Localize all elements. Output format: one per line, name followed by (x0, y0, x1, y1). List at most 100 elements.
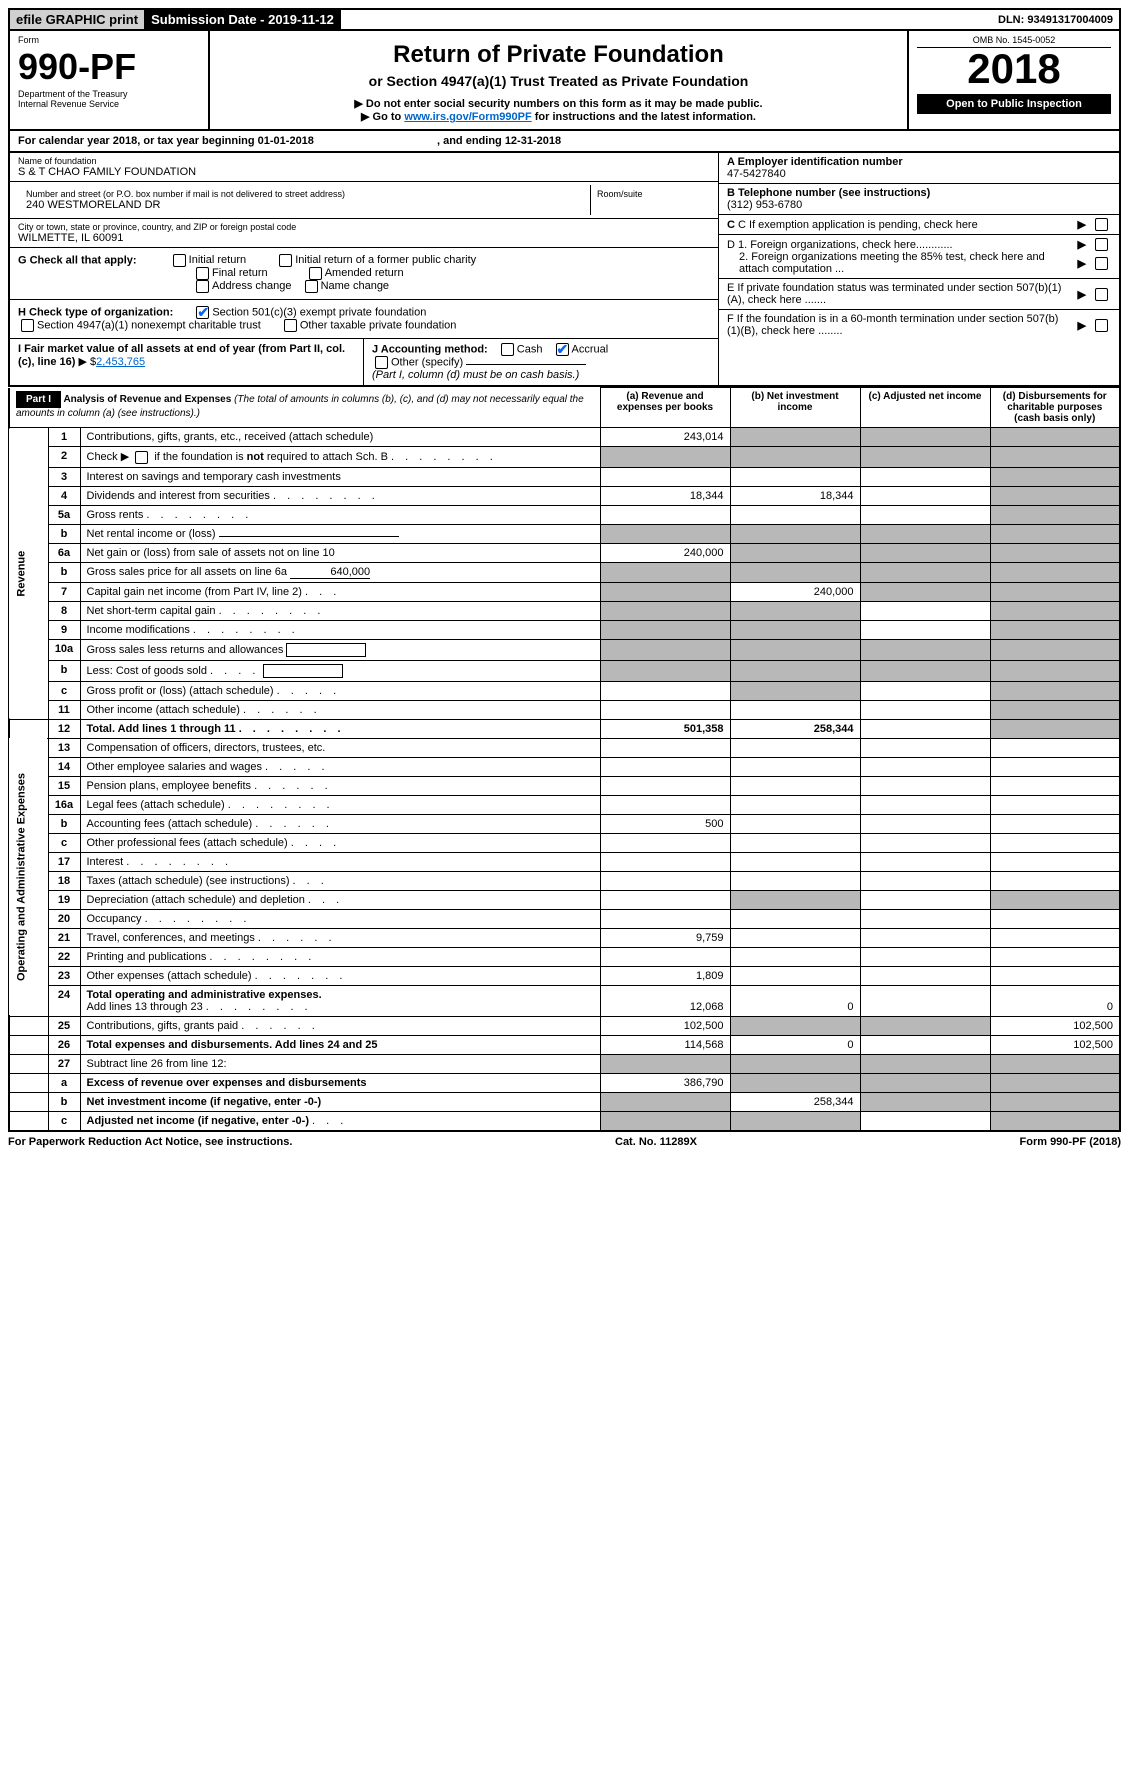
table-row: bLess: Cost of goods sold . . . . (9, 660, 1120, 681)
form-header: Form 990-PF Department of the Treasury I… (8, 31, 1121, 131)
accrual-checkbox[interactable] (556, 343, 569, 356)
h-label: H Check type of organization: (18, 306, 173, 318)
line-desc: Adjusted net income (if negative, enter … (80, 1111, 600, 1131)
amt-d: 102,500 (990, 1035, 1120, 1054)
line-no: 21 (48, 928, 80, 947)
fmv-value[interactable]: 2,453,765 (96, 356, 145, 368)
cash-checkbox[interactable] (501, 343, 514, 356)
amt-b: 0 (730, 1035, 860, 1054)
line-desc: Total expenses and disbursements. Add li… (80, 1035, 600, 1054)
irs: Internal Revenue Service (18, 99, 200, 109)
line-no: 7 (48, 582, 80, 601)
header-mid: Return of Private Foundation or Section … (210, 31, 909, 129)
table-row: aExcess of revenue over expenses and dis… (9, 1073, 1120, 1092)
dots-icon: . . . . . . . . (193, 624, 299, 636)
amt-a: 1,809 (600, 966, 730, 985)
identity-right: A Employer identification number 47-5427… (719, 153, 1119, 385)
initial-return-checkbox[interactable] (173, 254, 186, 267)
calendar-year-row: For calendar year 2018, or tax year begi… (8, 131, 1121, 153)
j-note: (Part I, column (d) must be on cash basi… (372, 369, 579, 381)
col-a-header: (a) Revenue and expenses per books (600, 388, 730, 428)
amended-checkbox[interactable] (309, 267, 322, 280)
table-row: 8Net short-term capital gain . . . . . .… (9, 601, 1120, 620)
501c3-checkbox[interactable] (196, 306, 209, 319)
other-taxable-checkbox[interactable] (284, 319, 297, 332)
part1-title: Analysis of Revenue and Expenses (63, 394, 231, 405)
amt-a: 102,500 (600, 1016, 730, 1035)
line-no: b (48, 1092, 80, 1111)
amt-d (990, 428, 1120, 447)
j-accrual: Accrual (572, 343, 609, 355)
other-method-checkbox[interactable] (375, 356, 388, 369)
c-checkbox[interactable] (1095, 218, 1108, 231)
line-no: b (48, 660, 80, 681)
line-desc: Income modifications . . . . . . . . (80, 620, 600, 639)
address-change-checkbox[interactable] (196, 280, 209, 293)
h-opt-other: Other taxable private foundation (300, 319, 457, 331)
cal-end: , and ending 12-31-2018 (437, 135, 561, 147)
phone-label: B Telephone number (see instructions) (727, 187, 930, 199)
table-row: 18Taxes (attach schedule) (see instructi… (9, 871, 1120, 890)
4947-checkbox[interactable] (21, 319, 34, 332)
line-desc: Dividends and interest from securities .… (80, 486, 600, 505)
col-d-header: (d) Disbursements for charitable purpose… (990, 388, 1120, 428)
table-row: 5aGross rents . . . . . . . . (9, 505, 1120, 524)
dots-icon: . . . . . . . . (146, 509, 252, 521)
col-c-header: (c) Adjusted net income (860, 388, 990, 428)
ein: 47-5427840 (727, 168, 786, 180)
table-row: 14Other employee salaries and wages . . … (9, 757, 1120, 776)
table-row: 26Total expenses and disbursements. Add … (9, 1035, 1120, 1054)
amt-b: 0 (730, 985, 860, 1016)
l2-bold: not (247, 451, 264, 463)
street-address: 240 WESTMORELAND DR (26, 199, 582, 211)
amt-b: 240,000 (730, 582, 860, 601)
table-row: cOther professional fees (attach schedul… (9, 833, 1120, 852)
efile-button[interactable]: efile GRAPHIC print (10, 10, 145, 29)
dots-icon: . . . . . . . . (126, 856, 232, 868)
table-row: 16aLegal fees (attach schedule) . . . . … (9, 795, 1120, 814)
line-no: 12 (48, 719, 80, 738)
table-row: 3Interest on savings and temporary cash … (9, 467, 1120, 486)
amt-b: 18,344 (730, 486, 860, 505)
e-checkbox[interactable] (1095, 288, 1108, 301)
line-desc: Printing and publications . . . . . . . … (80, 947, 600, 966)
line-no: c (48, 681, 80, 700)
line-no: 10a (48, 639, 80, 660)
dots-icon: . . . . . . . . (206, 1001, 312, 1013)
irs-link[interactable]: www.irs.gov/Form990PF (404, 111, 531, 123)
col-b-header: (b) Net investment income (730, 388, 860, 428)
line-no: 17 (48, 852, 80, 871)
g-opt-address: Address change (212, 280, 292, 292)
table-row: cAdjusted net income (if negative, enter… (9, 1111, 1120, 1131)
line-desc: Taxes (attach schedule) (see instruction… (80, 871, 600, 890)
line-no: 3 (48, 467, 80, 486)
line-no: 24 (48, 985, 80, 1016)
foundation-name: S & T CHAO FAMILY FOUNDATION (18, 166, 710, 178)
line-desc: Legal fees (attach schedule) . . . . . .… (80, 795, 600, 814)
d2-checkbox[interactable] (1095, 257, 1108, 270)
amt-d: 0 (990, 985, 1120, 1016)
submission-date: Submission Date - 2019-11-12 (145, 10, 341, 29)
top-bar: efile GRAPHIC print Submission Date - 20… (8, 8, 1121, 31)
line-desc: Gross sales price for all assets on line… (80, 562, 600, 582)
schb-checkbox[interactable] (135, 451, 148, 464)
revenue-label: Revenue (9, 428, 48, 720)
line-no: 5a (48, 505, 80, 524)
d1-checkbox[interactable] (1095, 238, 1108, 251)
amt-a: 386,790 (600, 1073, 730, 1092)
line-desc: Total operating and administrative expen… (80, 985, 600, 1016)
g-opt-initial: Initial return (189, 254, 246, 266)
former-public-checkbox[interactable] (279, 254, 292, 267)
dots-icon: . . . . . . . . (145, 913, 251, 925)
name-change-checkbox[interactable] (305, 280, 318, 293)
line-no: 2 (48, 447, 80, 468)
fmv-prefix: ▶ $ (79, 356, 97, 368)
final-return-checkbox[interactable] (196, 267, 209, 280)
f-checkbox[interactable] (1095, 319, 1108, 332)
amt-a: 240,000 (600, 543, 730, 562)
city-state-zip: WILMETTE, IL 60091 (18, 232, 710, 244)
table-row: bAccounting fees (attach schedule) . . .… (9, 814, 1120, 833)
cal-begin: For calendar year 2018, or tax year begi… (18, 135, 314, 147)
table-row: 22Printing and publications . . . . . . … (9, 947, 1120, 966)
form-subtitle: or Section 4947(a)(1) Trust Treated as P… (222, 73, 895, 89)
